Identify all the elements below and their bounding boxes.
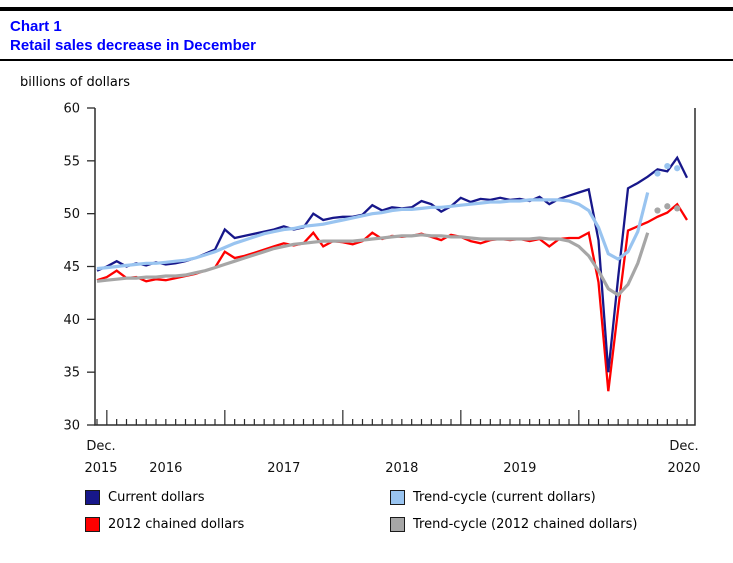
y-tick-label: 35 xyxy=(63,366,80,381)
trend-current-swatch-icon xyxy=(390,490,405,505)
x-axis-label: 2018 xyxy=(385,461,418,476)
legend-column-left: Current dollars 2012 chained dollars xyxy=(85,490,390,532)
y-tick-label: 50 xyxy=(63,207,80,222)
x-axis-label: 2020 xyxy=(667,461,700,476)
current-dollars-swatch-icon xyxy=(85,490,100,505)
x-axis-label: Dec. xyxy=(669,439,698,454)
y-tick-label: 55 xyxy=(63,154,80,169)
legend: Current dollars 2012 chained dollars Tre… xyxy=(0,490,733,532)
series-line-current xyxy=(96,155,689,373)
legend-column-right: Trend-cycle (current dollars) Trend-cycl… xyxy=(390,490,637,532)
y-tick-label: 60 xyxy=(63,102,80,117)
chart-number: Chart 1 xyxy=(10,18,62,35)
y-tick-label: 45 xyxy=(63,260,80,275)
legend-label: Trend-cycle (2012 chained dollars) xyxy=(413,517,638,532)
x-axis-label: 2017 xyxy=(267,461,300,476)
legend-label: 2012 chained dollars xyxy=(108,517,245,532)
y-axis-unit-label: billions of dollars xyxy=(20,75,130,90)
y-tick-label: 30 xyxy=(63,419,80,434)
trend-end-dot-trend_current xyxy=(664,163,671,170)
legend-label: Current dollars xyxy=(108,490,205,505)
x-axis-label: 2015 xyxy=(84,461,117,476)
legend-item-trend-chained: Trend-cycle (2012 chained dollars) xyxy=(390,517,637,532)
top-rule xyxy=(0,7,733,11)
series-line-trend_current xyxy=(96,192,650,271)
chained-dollars-swatch-icon xyxy=(85,517,100,532)
trend-end-dot-trend_chained xyxy=(674,205,681,212)
legend-label: Trend-cycle (current dollars) xyxy=(413,490,596,505)
trend-end-dot-trend_current xyxy=(674,165,681,172)
trend-end-dot-trend_current xyxy=(654,170,661,177)
trend-end-dot-trend_chained xyxy=(664,203,671,210)
y-tick-label: 40 xyxy=(63,313,80,328)
axes xyxy=(94,108,696,426)
retail-sales-chart: 30 35 40 45 50 55 60 Dec. 2015 2016 2017 2018 2019 De… xyxy=(63,102,700,477)
series-line-chained xyxy=(96,202,688,392)
legend-item-trend-current: Trend-cycle (current dollars) xyxy=(390,490,637,505)
trend-chained-swatch-icon xyxy=(390,517,405,532)
x-axis-label: 2019 xyxy=(503,461,536,476)
x-axis-label: Dec. xyxy=(86,439,115,454)
trend-end-dot-trend_chained xyxy=(654,207,661,214)
legend-item-chained-dollars: 2012 chained dollars xyxy=(85,517,390,532)
series-line-trend_chained xyxy=(96,232,650,298)
header-divider xyxy=(0,59,733,61)
legend-item-current-dollars: Current dollars xyxy=(85,490,390,505)
chart-header: Chart 1 Retail sales decrease in Decembe… xyxy=(0,11,733,59)
page-title: Retail sales decrease in December xyxy=(10,37,256,54)
x-axis-label: 2016 xyxy=(149,461,182,476)
